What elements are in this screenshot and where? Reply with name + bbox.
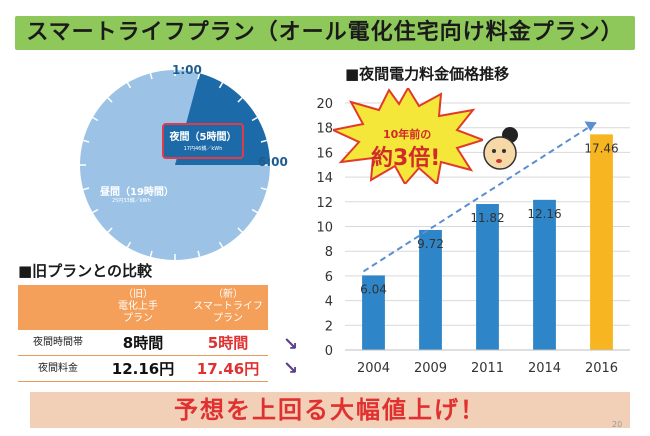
data-label: 6.04 <box>360 282 387 296</box>
clock-tick <box>260 139 267 143</box>
clock-tick <box>107 227 113 233</box>
y-tick-label: 4 <box>325 295 333 310</box>
clock-tick <box>83 187 90 191</box>
new-value: 17.46円 <box>196 360 260 378</box>
y-tick-label: 18 <box>316 122 333 137</box>
callout-line1: 10年前の <box>383 128 432 141</box>
table-row: 夜間料金 12.16円 17.46円 <box>18 357 268 382</box>
clock-tick <box>197 250 201 257</box>
clock-tick <box>218 241 224 248</box>
clock-ticks <box>80 70 270 260</box>
x-tick-label: 2009 <box>414 361 447 376</box>
col-new-plan: （新） スマートライフ プラン <box>193 289 263 324</box>
clock-label-right: 6:00 <box>258 155 288 169</box>
pie-svg <box>80 70 270 260</box>
clock-tick <box>237 97 243 103</box>
y-tick-label: 14 <box>316 171 333 186</box>
starburst-shape <box>333 88 483 184</box>
y-tick-label: 6 <box>325 270 333 285</box>
page-title: スマートライフプラン（オール電化住宅向け料金プラン） <box>26 20 624 45</box>
day-label: 昼間（19時間） <box>100 187 174 198</box>
clock-tick <box>251 208 258 214</box>
bar <box>590 134 613 350</box>
bar <box>419 229 442 350</box>
banner-text: 予想を上回る大幅値上げ！ <box>174 396 486 424</box>
callout-line2: 約3倍! <box>371 146 441 171</box>
bar <box>533 199 556 350</box>
clock-tick <box>237 227 243 233</box>
y-tick-label: 8 <box>325 245 333 260</box>
row-label: 夜間料金 <box>38 363 78 374</box>
clock-tick <box>197 73 201 80</box>
x-tick-label: 2011 <box>471 361 504 376</box>
y-tick-label: 20 <box>316 97 333 112</box>
y-tick-label: 0 <box>325 344 333 359</box>
data-label: 9.72 <box>417 237 444 251</box>
col-old-plan: （旧） 電化上手 プラン <box>118 289 158 324</box>
night-price: 17円46銭／kWh <box>183 146 223 152</box>
clock-tick <box>107 97 113 103</box>
callout-starburst <box>333 88 483 184</box>
day-price: 25円33銭／kWh <box>112 198 151 204</box>
night-label-box: 夜間（5時間） 17円46銭／kWh <box>162 123 244 159</box>
clock-pie <box>70 60 280 270</box>
bar <box>362 275 385 350</box>
night-label: 夜間（5時間） <box>169 132 237 143</box>
data-label: 12.16 <box>527 207 561 221</box>
clock-tick <box>149 250 153 257</box>
clock-tick <box>126 241 132 248</box>
y-tick-label: 16 <box>316 146 333 161</box>
comparison-heading: ■旧プランとの比較 <box>18 262 153 280</box>
row-label: 夜間時間帯 <box>33 337 83 348</box>
bar <box>476 204 499 350</box>
x-tick-label: 2004 <box>357 361 390 376</box>
arrow-icon: ↘ <box>283 358 299 379</box>
clock-label-top: 1:00 <box>172 63 202 77</box>
y-tick-label: 10 <box>316 221 333 236</box>
y-tick-label: 2 <box>325 319 333 334</box>
x-tick-label: 2014 <box>528 361 561 376</box>
face-icon <box>483 127 518 170</box>
old-value: 8時間 <box>122 334 164 352</box>
clock-tick <box>83 139 90 143</box>
table-row: 夜間時間帯 8時間 5時間 <box>18 331 268 356</box>
y-tick-label: 12 <box>316 196 333 211</box>
clock-tick <box>92 208 99 214</box>
clock-tick <box>149 73 153 80</box>
data-label: 17.46 <box>584 141 618 155</box>
data-label: 11.82 <box>470 211 504 225</box>
clock-tick <box>218 82 224 89</box>
trend-arrowhead <box>584 121 597 132</box>
arrow-icon: ↘ <box>283 334 299 355</box>
page-number: 20 <box>612 420 623 429</box>
clock-tick <box>260 187 267 191</box>
new-value: 5時間 <box>207 334 249 352</box>
chart-heading: ■夜間電力料金価格推移 <box>345 65 510 83</box>
clock-tick <box>92 116 99 122</box>
table-header: （旧） 電化上手 プラン （新） スマートライフ プラン <box>18 285 268 330</box>
clock-tick <box>126 82 132 89</box>
old-value: 12.16円 <box>111 360 175 378</box>
bottom-banner: 予想を上回る大幅値上げ！ <box>30 392 630 428</box>
clock-tick <box>251 116 258 122</box>
x-tick-label: 2016 <box>585 361 618 376</box>
title-bar: スマートライフプラン（オール電化住宅向け料金プラン） <box>15 16 635 50</box>
